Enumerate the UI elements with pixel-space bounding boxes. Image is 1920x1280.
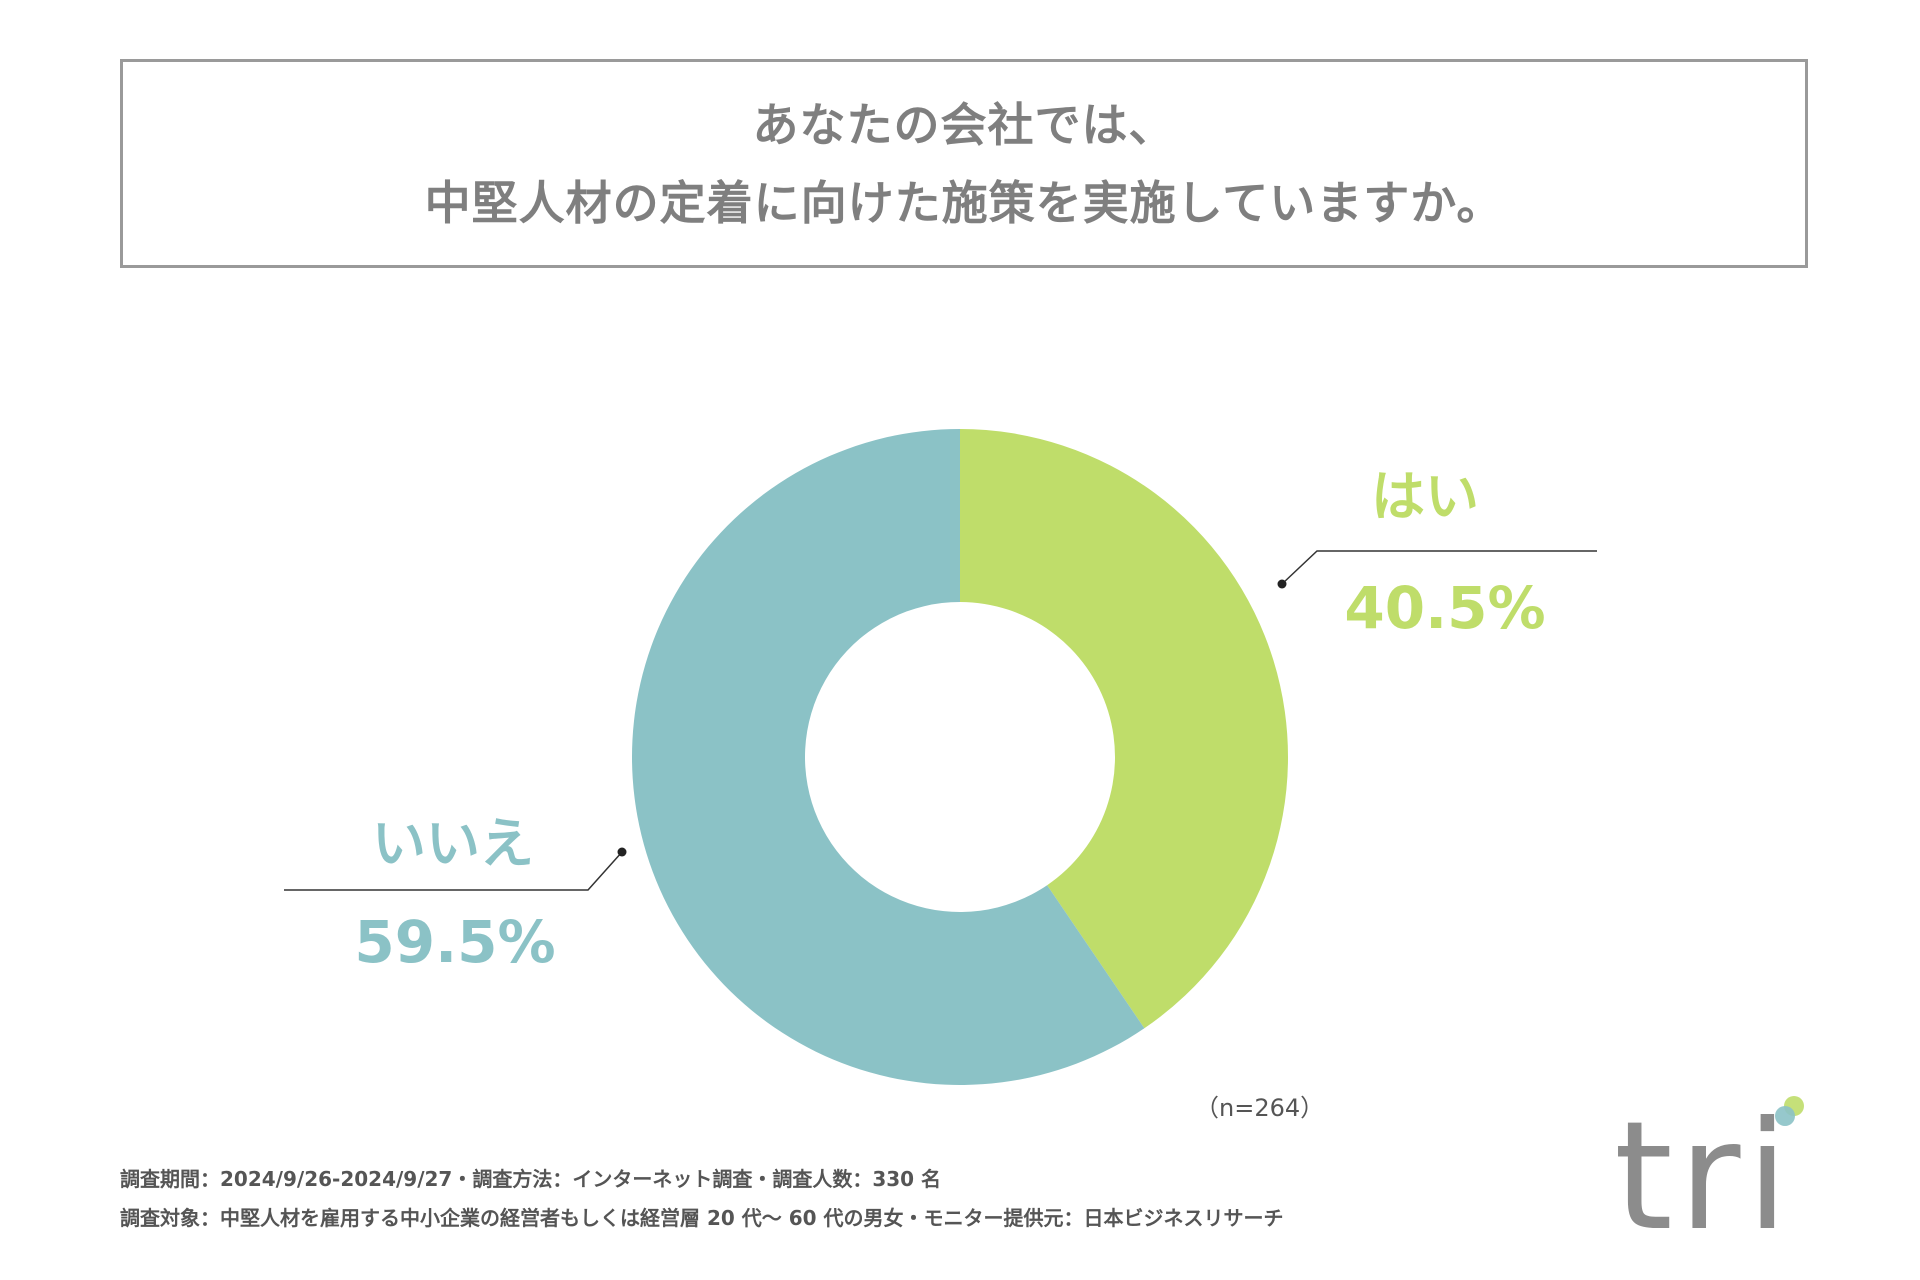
callout-dot-hai [1277, 579, 1287, 589]
slice-value-iie: 59.5% [354, 908, 555, 976]
footer-survey-info: 調査期間：2024/9/26-2024/9/27・調査方法：インターネット調査・… [120, 1167, 942, 1191]
title-box: あなたの会社では、 中堅人材の定着に向けた施策を実施していますか。 [120, 59, 1808, 268]
slice-label-iie: いいえ [372, 812, 534, 875]
callout-line-iie [284, 851, 623, 891]
sample-size-label: （n=264） [1195, 1094, 1325, 1122]
footer-survey-target: 調査対象：中堅人材を雇用する中小企業の経営者もしくは経営層 20 代〜 60 代… [120, 1206, 1284, 1230]
title-line-2: 中堅人材の定着に向けた施策を実施していますか。 [424, 175, 1504, 230]
title-line-1: あなたの会社では、 [752, 97, 1176, 152]
tri-logo: tri [1614, 1090, 1795, 1264]
logo-dots-icon [1775, 1096, 1804, 1126]
slice-value-hai: 40.5% [1344, 574, 1545, 642]
slice-iie [632, 429, 1145, 1085]
slice-label-hai: はい [1371, 465, 1479, 528]
callout-dot-iie [617, 847, 627, 857]
slice-hai [960, 429, 1289, 1029]
callout-line-hai [1281, 550, 1597, 585]
